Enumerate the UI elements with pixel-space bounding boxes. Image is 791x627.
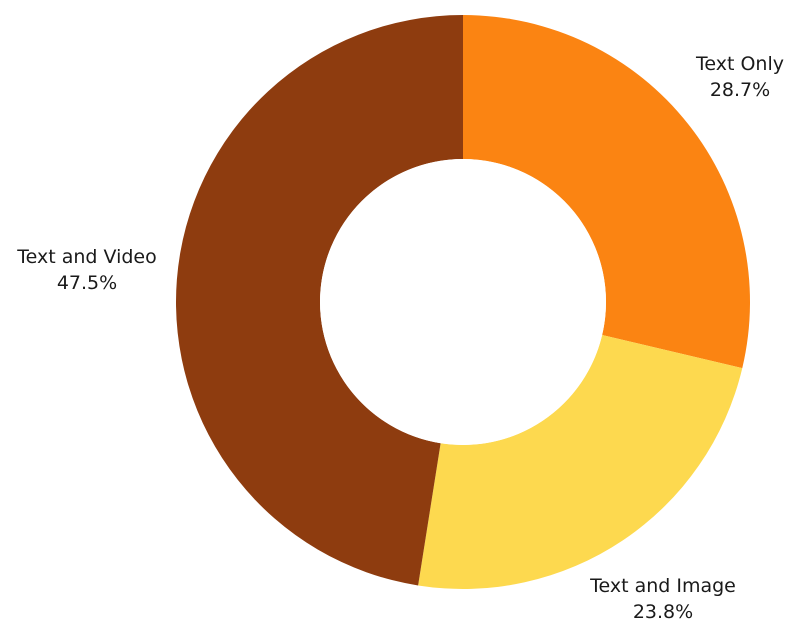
slice-label-group: Text and Image 23.8% [589,575,736,623]
donut-slices [175,15,750,589]
slice-text-only [463,15,750,369]
slice-label: Text and Video [16,246,157,268]
slice-label-group: Text and Video 47.5% [16,246,157,294]
slice-value-label: 47.5% [57,272,117,294]
slice-label-group: Text Only 28.7% [695,53,784,101]
slice-value-label: 28.7% [710,79,770,101]
slice-text-and-video [175,15,464,586]
donut-hole [320,159,606,445]
slice-text-and-image [418,334,743,589]
slice-label: Text Only [695,53,784,75]
slice-label: Text and Image [589,575,736,597]
slice-value-label: 23.8% [633,601,693,623]
